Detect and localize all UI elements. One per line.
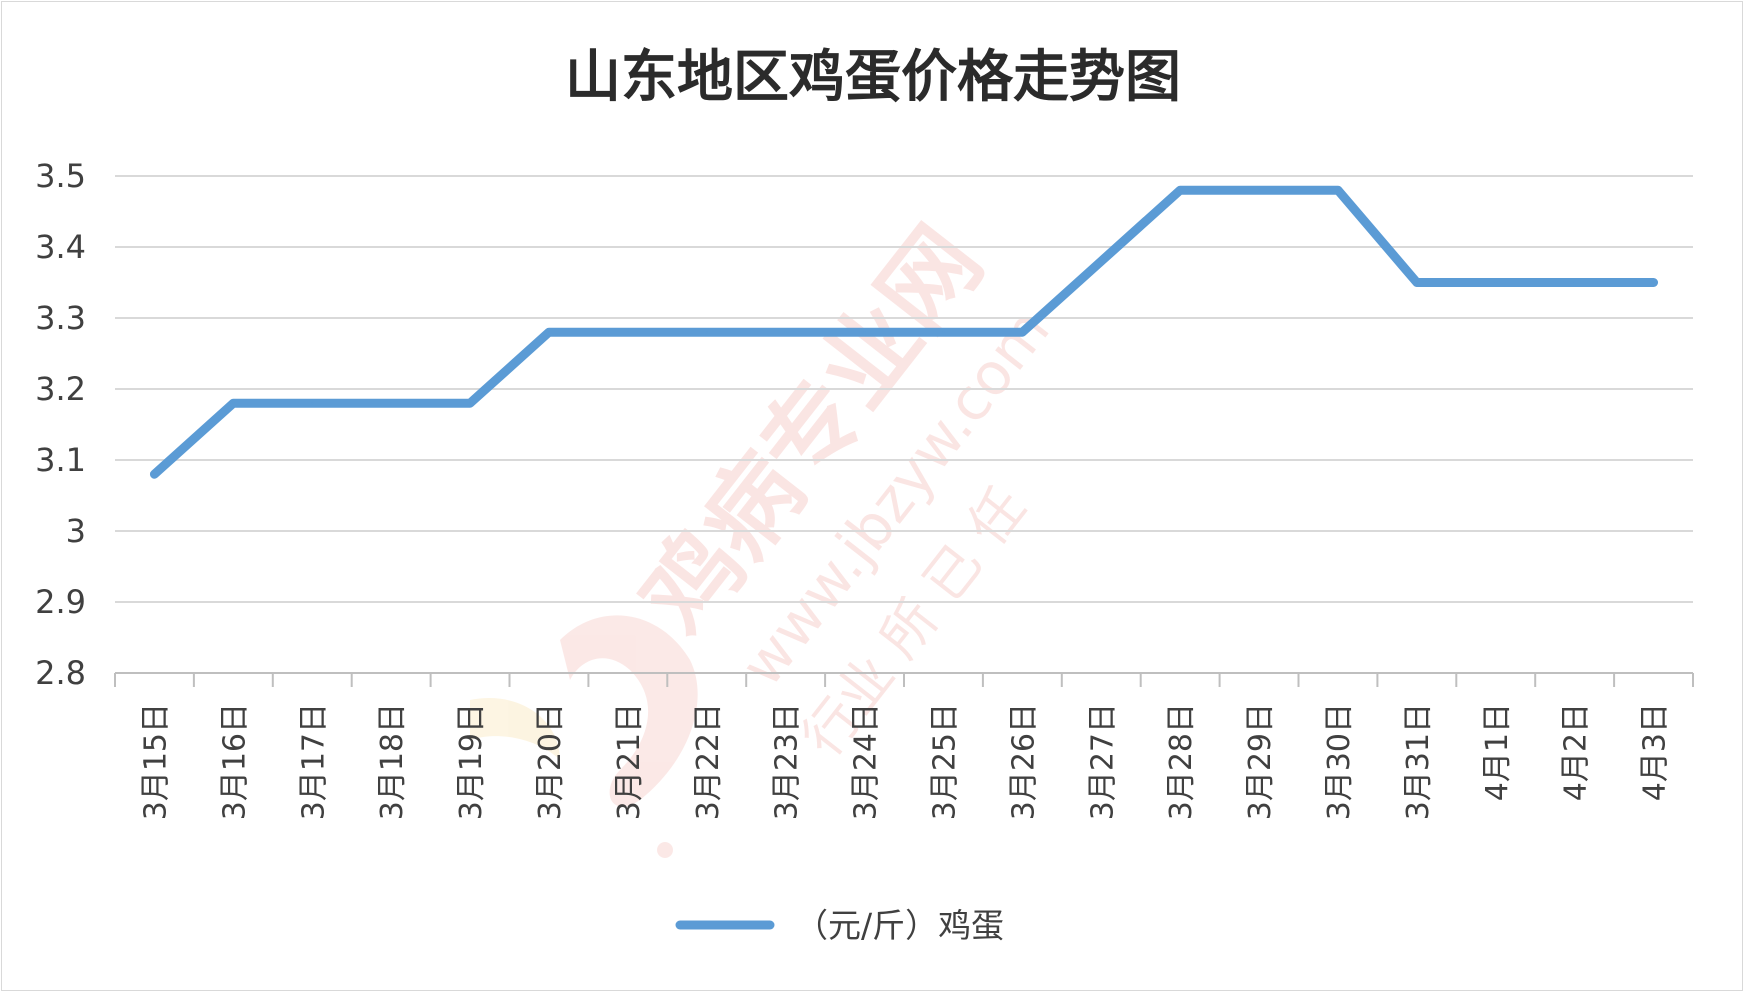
watermark-logo-icon bbox=[470, 615, 698, 858]
data-point bbox=[1179, 189, 1182, 192]
data-point bbox=[784, 331, 787, 334]
y-tick-label: 3.5 bbox=[35, 157, 86, 195]
x-tick-label: 3月26日 bbox=[1006, 703, 1041, 820]
data-point bbox=[1652, 281, 1655, 284]
data-point bbox=[942, 331, 945, 334]
x-tick-label: 3月31日 bbox=[1401, 703, 1436, 820]
x-tick-label: 3月19日 bbox=[454, 703, 489, 820]
x-tick-label: 3月29日 bbox=[1243, 703, 1278, 820]
x-tick-label: 3月25日 bbox=[927, 703, 962, 820]
chart-title: 山东地区鸡蛋价格走势图 bbox=[565, 44, 1181, 110]
x-tick-label: 3月23日 bbox=[770, 703, 805, 820]
x-tick-label: 3月28日 bbox=[1164, 703, 1199, 820]
series-layer bbox=[149, 185, 1659, 479]
y-tick-label: 2.8 bbox=[35, 654, 86, 692]
data-point bbox=[863, 331, 866, 334]
x-tick-label: 4月3日 bbox=[1638, 703, 1673, 801]
data-point bbox=[1336, 189, 1339, 192]
x-tick-label: 3月30日 bbox=[1322, 703, 1357, 820]
data-point bbox=[1494, 281, 1497, 284]
x-tick-label: 3月16日 bbox=[217, 703, 252, 820]
data-point bbox=[390, 402, 393, 405]
data-point bbox=[705, 331, 708, 334]
y-tick-label: 3 bbox=[66, 512, 86, 550]
x-tick-label: 3月17日 bbox=[296, 703, 331, 820]
x-axis: 3月15日 3月16日 3月17日 3月18日 3月19日 3月20日 3月21日 3月22日… bbox=[114, 672, 1694, 820]
legend-label: （元/斤）鸡蛋 bbox=[795, 906, 1004, 945]
data-point bbox=[626, 331, 629, 334]
data-point bbox=[311, 402, 314, 405]
x-tick-label: 3月21日 bbox=[612, 703, 647, 820]
data-point bbox=[1415, 281, 1418, 284]
y-tick-label: 2.9 bbox=[35, 583, 86, 621]
x-tick-label: 3月27日 bbox=[1085, 703, 1120, 820]
data-point bbox=[153, 473, 156, 476]
x-tick-label: 3月15日 bbox=[138, 703, 173, 820]
x-tick-label: 3月18日 bbox=[375, 703, 410, 820]
y-tick-label: 3.4 bbox=[35, 228, 86, 266]
x-tick-label: 3月24日 bbox=[849, 703, 884, 820]
x-tick-label: 3月22日 bbox=[691, 703, 726, 820]
x-tick-label: 4月1日 bbox=[1480, 703, 1515, 801]
data-point bbox=[1573, 281, 1576, 284]
legend: （元/斤）鸡蛋 bbox=[675, 906, 1004, 945]
series-line bbox=[149, 185, 1659, 479]
data-point bbox=[1100, 260, 1103, 263]
data-point bbox=[547, 331, 550, 334]
y-tick-label: 3.2 bbox=[35, 370, 86, 408]
x-tick-label: 3月20日 bbox=[533, 703, 568, 820]
data-point bbox=[1021, 331, 1024, 334]
gridlines bbox=[115, 175, 1693, 603]
data-point bbox=[232, 402, 235, 405]
data-point bbox=[469, 402, 472, 405]
x-tick-label: 4月2日 bbox=[1559, 703, 1594, 801]
y-tick-label: 3.3 bbox=[35, 299, 86, 337]
y-axis-ticks: 2.8 2.9 3 3.1 3.2 3.3 3.4 3.5 bbox=[35, 157, 86, 692]
y-tick-label: 3.1 bbox=[35, 441, 86, 479]
data-point bbox=[1258, 189, 1261, 192]
